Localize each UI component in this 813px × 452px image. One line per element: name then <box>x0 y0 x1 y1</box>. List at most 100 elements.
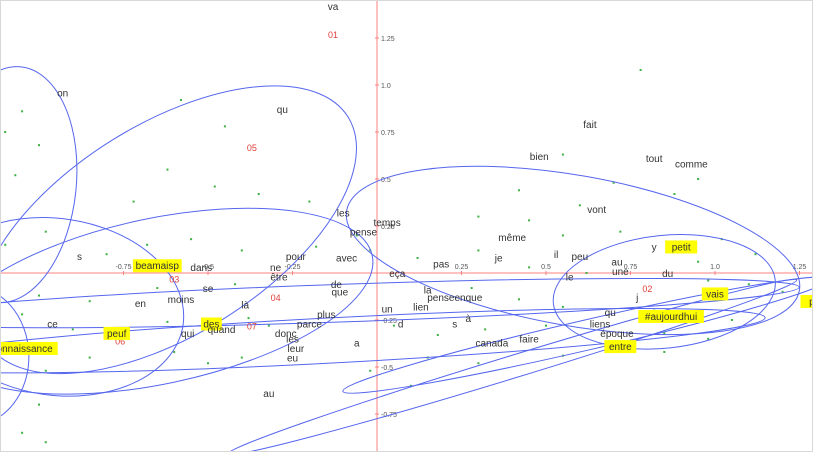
data-point <box>585 272 588 274</box>
y-tick-label: 1.25 <box>381 36 395 43</box>
word-label: pas <box>433 259 449 270</box>
x-tick-label: -0.75 <box>116 264 132 271</box>
word-label: a <box>354 338 360 349</box>
word-label: peuf <box>107 329 127 340</box>
word-label: tout <box>646 154 663 165</box>
group-label: 07 <box>247 321 257 331</box>
confidence-ellipse <box>1 307 766 374</box>
word-label: vont <box>587 205 606 216</box>
data-point <box>663 332 666 335</box>
confidence-ellipse <box>342 276 812 394</box>
word-label: fait <box>583 120 597 131</box>
word-label: au <box>263 389 274 400</box>
word-label: on <box>57 88 68 99</box>
y-tick-label: 0.75 <box>381 130 395 137</box>
data-point <box>561 234 564 237</box>
word-label: au <box>611 257 622 268</box>
word-highlight <box>200 317 222 331</box>
word-label: s <box>77 252 82 263</box>
word-label: lien <box>413 303 429 314</box>
word-label: peu <box>571 252 588 263</box>
y-tick-label: -0.5 <box>381 365 393 372</box>
data-point <box>223 125 226 128</box>
confidence-ellipse <box>1 277 800 329</box>
group-label: 04 <box>271 293 281 303</box>
word-label: beamaisp <box>136 261 180 272</box>
data-point <box>308 200 311 203</box>
word-label: se <box>203 284 214 295</box>
word-label: avec <box>336 254 357 265</box>
x-tick-label: 0.25 <box>455 264 469 271</box>
data-point <box>44 230 47 233</box>
x-tick-label: 1.25 <box>793 264 807 271</box>
data-point <box>132 200 135 203</box>
group-label: 02 <box>642 284 652 294</box>
data-point <box>213 185 216 188</box>
group-label: 05 <box>247 143 257 153</box>
confidence-ellipse <box>1 285 30 426</box>
word-label: s <box>452 320 457 331</box>
data-point <box>14 174 17 177</box>
word-label: il <box>554 250 558 261</box>
confidence-ellipse <box>345 165 801 336</box>
word-label: faire <box>519 335 539 346</box>
data-point <box>166 168 169 171</box>
y-tick-label: -0.25 <box>381 318 397 325</box>
data-point <box>528 266 531 269</box>
data-point <box>173 350 176 353</box>
data-point <box>528 219 531 222</box>
data-point <box>477 249 480 252</box>
data-point <box>639 68 642 71</box>
word-label: plus <box>317 310 335 321</box>
confidence-ellipse <box>227 278 798 451</box>
x-tick-label: -0.25 <box>285 264 301 271</box>
group-label: 06 <box>115 336 125 346</box>
word-label: qu <box>277 105 288 116</box>
word-label: y <box>652 242 657 253</box>
word-label: même <box>498 233 526 244</box>
word-label: qu <box>605 308 616 319</box>
confidence-ellipse <box>1 207 374 395</box>
y-tick-label: 1.0 <box>381 83 391 90</box>
confidence-ellipse <box>1 85 357 375</box>
data-point <box>315 245 318 248</box>
word-label: #aujourdhui <box>645 312 697 323</box>
word-label: bien <box>530 152 549 163</box>
word-highlight <box>132 259 182 273</box>
data-point <box>88 356 91 359</box>
data-point <box>578 204 581 207</box>
x-tick-label: 0.5 <box>541 264 551 271</box>
data-point <box>612 181 615 184</box>
data-point <box>561 305 564 308</box>
word-label: à <box>465 314 471 325</box>
x-tick-label: 1.0 <box>710 264 720 271</box>
word-label: le <box>566 273 574 284</box>
word-highlight <box>800 294 812 308</box>
group-label: 01 <box>328 30 338 40</box>
word-highlight <box>604 340 637 354</box>
data-point <box>477 362 480 365</box>
data-point <box>88 300 91 303</box>
data-point <box>247 317 250 320</box>
data-point <box>416 256 419 259</box>
word-label: quand <box>208 325 236 336</box>
word-label: liens <box>590 320 611 331</box>
word-label: canada <box>476 338 509 349</box>
confidence-ellipse <box>1 217 185 397</box>
word-label: être <box>270 273 288 284</box>
data-point <box>21 431 24 434</box>
data-point <box>545 324 547 327</box>
data-point <box>71 328 74 331</box>
word-label: pour <box>286 252 307 263</box>
word-label: ne <box>270 263 282 274</box>
word-label: dans <box>190 263 212 274</box>
word-label: va <box>328 2 339 13</box>
word-label: que <box>331 288 348 299</box>
x-tick-label: 0.75 <box>624 264 638 271</box>
data-point <box>707 279 710 282</box>
word-label: connaissance <box>1 344 53 355</box>
word-label: qui <box>181 329 194 340</box>
word-label: eça <box>389 269 406 280</box>
